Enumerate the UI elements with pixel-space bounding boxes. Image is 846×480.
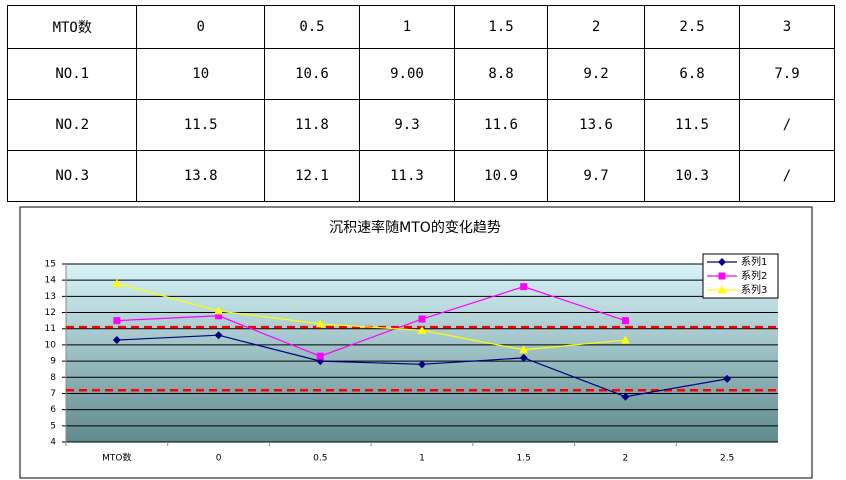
table-cell: NO.3: [6, 150, 138, 202]
y-tick-label: 13: [45, 292, 56, 302]
point: [717, 285, 727, 294]
y-tick-label: 15: [45, 260, 56, 270]
table-cell: /: [739, 99, 835, 151]
point: [519, 353, 528, 362]
table-cell: 6.8: [644, 48, 741, 100]
table-cell: 2.5: [644, 5, 741, 49]
chart-title: 沉积速率随MTO的变化趋势: [329, 219, 501, 236]
x-tick-label: 1: [419, 454, 425, 464]
table-cell: 0: [136, 5, 265, 49]
table-cell: 11.5: [644, 99, 741, 151]
y-tick-label: 5: [50, 421, 56, 431]
legend-label: 系列2: [741, 269, 767, 282]
table-cell: MTO数: [6, 5, 138, 49]
data-table: MTO数 0 0.5 1 1.5 2 2.5 3 NO.1 10 10.6 9.00 8.8 9.2 6.8…: [6, 5, 835, 202]
table-row: NO.2 11.5 11.8 9.3 11.6 13.6 11.5/: [6, 99, 835, 151]
table-cell: /: [739, 150, 835, 202]
point: [723, 374, 732, 383]
table-cell: 9.7: [547, 150, 646, 202]
table-cell: 10.6: [263, 48, 360, 100]
table-cell: 11.6: [453, 99, 549, 151]
point: [112, 278, 122, 287]
y-tick-label: 12: [45, 308, 56, 318]
y-tick-label: 7: [50, 389, 56, 399]
point: [718, 272, 726, 280]
table-cell: 9.2: [547, 48, 646, 100]
y-tick-label: 14: [45, 276, 57, 286]
legend-label: 系列3: [741, 283, 767, 296]
y-tick-label: 10: [45, 340, 57, 350]
x-tick-label: MTO数: [102, 452, 131, 464]
point: [621, 392, 630, 401]
table-cell: 11.3: [358, 150, 456, 202]
table-cell: 10.9: [453, 150, 549, 202]
x-tick-label: 1.5: [517, 454, 531, 464]
point: [215, 312, 223, 320]
point: [214, 306, 224, 315]
table-cell: 8.8: [453, 48, 549, 100]
table-cell: NO.2: [6, 99, 138, 151]
x-tick-label: 0.5: [313, 454, 327, 464]
point: [519, 345, 529, 354]
plot-area: [66, 264, 778, 442]
table-cell: 7.9: [739, 48, 835, 100]
table-row: NO.3 13.8 12.1 11.3 10.9 9.7 10.3/: [6, 150, 835, 202]
table-cell: 10.3: [644, 150, 741, 202]
table-row: MTO数 0 0.5 1 1.5 2 2.5 3: [6, 5, 835, 49]
y-tick-label: 4: [50, 438, 56, 448]
point: [113, 317, 121, 325]
table-cell: 1.5: [453, 5, 549, 49]
point: [520, 283, 528, 291]
point: [621, 317, 629, 325]
series-line: [116, 286, 626, 357]
point: [316, 352, 324, 360]
y-tick-label: 6: [50, 405, 56, 415]
table-cell: 13.6: [547, 99, 646, 151]
table-cell: 13.8: [136, 150, 265, 202]
y-tick-label: 9: [50, 357, 56, 367]
point: [620, 335, 630, 344]
table-cell: NO.1: [6, 48, 138, 100]
table-row: NO.1 10 10.6 9.00 8.8 9.2 6.8 7.9: [6, 48, 835, 100]
point: [214, 331, 223, 340]
y-tick-label: 11: [45, 324, 56, 334]
series-line: [116, 282, 626, 351]
point: [315, 319, 325, 328]
point: [418, 315, 426, 323]
table-cell: 12.1: [263, 150, 360, 202]
point: [112, 336, 121, 345]
x-tick-label: 0: [216, 454, 222, 464]
table-cell: 2: [547, 5, 646, 49]
point: [418, 360, 426, 369]
x-tick-label: 2: [623, 454, 629, 464]
point: [718, 258, 726, 266]
point: [417, 325, 427, 334]
x-tick-label: 2.5: [720, 454, 734, 464]
legend-label: 系列1: [741, 255, 767, 268]
y-tick-label: 8: [50, 373, 56, 383]
